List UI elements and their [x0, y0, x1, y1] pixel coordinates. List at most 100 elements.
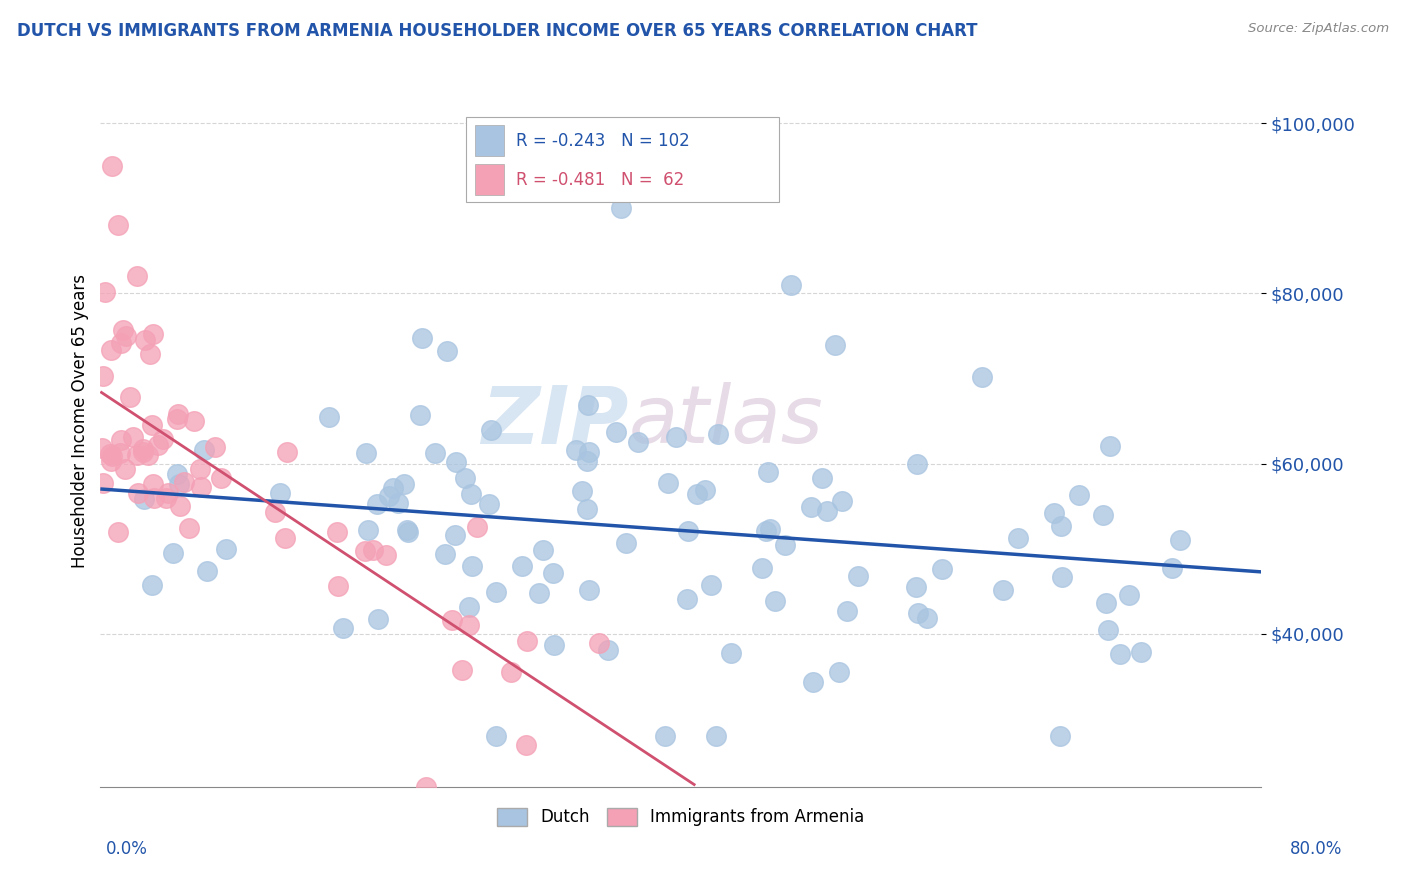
Point: [755, 524, 778, 538]
Point: [779, 277, 801, 292]
Point: [1049, 729, 1071, 743]
Point: [905, 580, 928, 594]
Text: atlas: atlas: [628, 382, 824, 460]
Point: [354, 544, 377, 558]
Point: [578, 582, 600, 597]
Legend: Dutch, Immigrants from Armenia: Dutch, Immigrants from Armenia: [498, 808, 865, 826]
Point: [1098, 439, 1121, 453]
Point: [1168, 533, 1191, 547]
Point: [167, 407, 190, 421]
Point: [478, 497, 501, 511]
Point: [162, 545, 184, 559]
Point: [458, 618, 481, 632]
Point: [134, 491, 156, 506]
Point: [756, 465, 779, 479]
Point: [773, 538, 796, 552]
Point: [576, 501, 599, 516]
Point: [720, 646, 742, 660]
Point: [905, 457, 928, 471]
Point: [706, 426, 728, 441]
Point: [444, 455, 467, 469]
Point: [276, 445, 298, 459]
Point: [169, 499, 191, 513]
Point: [357, 523, 380, 537]
Point: [141, 418, 163, 433]
Point: [392, 477, 415, 491]
Point: [263, 505, 285, 519]
Point: [627, 434, 650, 449]
Point: [831, 494, 853, 508]
Text: ZIP: ZIP: [481, 382, 628, 460]
Point: [1108, 647, 1130, 661]
Point: [110, 446, 132, 460]
Point: [458, 599, 481, 614]
Point: [173, 475, 195, 489]
Text: 0.0%: 0.0%: [105, 840, 148, 858]
Point: [269, 486, 291, 500]
Point: [325, 525, 347, 540]
Point: [125, 269, 148, 284]
Point: [101, 159, 124, 173]
Point: [686, 487, 709, 501]
Point: [167, 476, 190, 491]
Point: [146, 438, 169, 452]
Point: [122, 430, 145, 444]
Point: [531, 543, 554, 558]
Point: [367, 612, 389, 626]
Point: [676, 591, 699, 606]
Point: [605, 425, 627, 439]
Point: [1067, 488, 1090, 502]
FancyBboxPatch shape: [475, 164, 505, 195]
Point: [375, 548, 398, 562]
Point: [193, 443, 215, 458]
Point: [485, 585, 508, 599]
Point: [387, 496, 409, 510]
Point: [575, 453, 598, 467]
Point: [436, 344, 458, 359]
Point: [699, 578, 721, 592]
Point: [1129, 645, 1152, 659]
Point: [596, 643, 619, 657]
Point: [274, 531, 297, 545]
Point: [846, 568, 869, 582]
Point: [115, 329, 138, 343]
Point: [907, 606, 929, 620]
Point: [110, 433, 132, 447]
Point: [354, 446, 377, 460]
Point: [1007, 531, 1029, 545]
Point: [610, 202, 633, 216]
Point: [824, 337, 846, 351]
Point: [366, 497, 388, 511]
Point: [543, 566, 565, 580]
Point: [134, 333, 156, 347]
Text: R = -0.243   N = 102: R = -0.243 N = 102: [516, 132, 690, 150]
Point: [381, 482, 404, 496]
Point: [155, 491, 177, 505]
Point: [588, 636, 610, 650]
Point: [107, 219, 129, 233]
Point: [440, 613, 463, 627]
Point: [111, 323, 134, 337]
Point: [91, 368, 114, 383]
Point: [138, 347, 160, 361]
Point: [132, 445, 155, 459]
Point: [100, 343, 122, 357]
Point: [576, 398, 599, 412]
Point: [461, 558, 484, 573]
Point: [318, 410, 340, 425]
Point: [931, 562, 953, 576]
Point: [415, 780, 437, 794]
Point: [759, 522, 782, 536]
Point: [835, 603, 858, 617]
Point: [434, 547, 457, 561]
Point: [763, 594, 786, 608]
Point: [479, 423, 502, 437]
Point: [815, 504, 838, 518]
FancyBboxPatch shape: [465, 118, 779, 202]
Point: [142, 491, 165, 505]
Text: 80.0%: 80.0%: [1291, 840, 1343, 858]
Point: [706, 729, 728, 743]
Text: DUTCH VS IMMIGRANTS FROM ARMENIA HOUSEHOLDER INCOME OVER 65 YEARS CORRELATION CH: DUTCH VS IMMIGRANTS FROM ARMENIA HOUSEHO…: [17, 22, 977, 40]
Point: [614, 536, 637, 550]
Point: [991, 582, 1014, 597]
